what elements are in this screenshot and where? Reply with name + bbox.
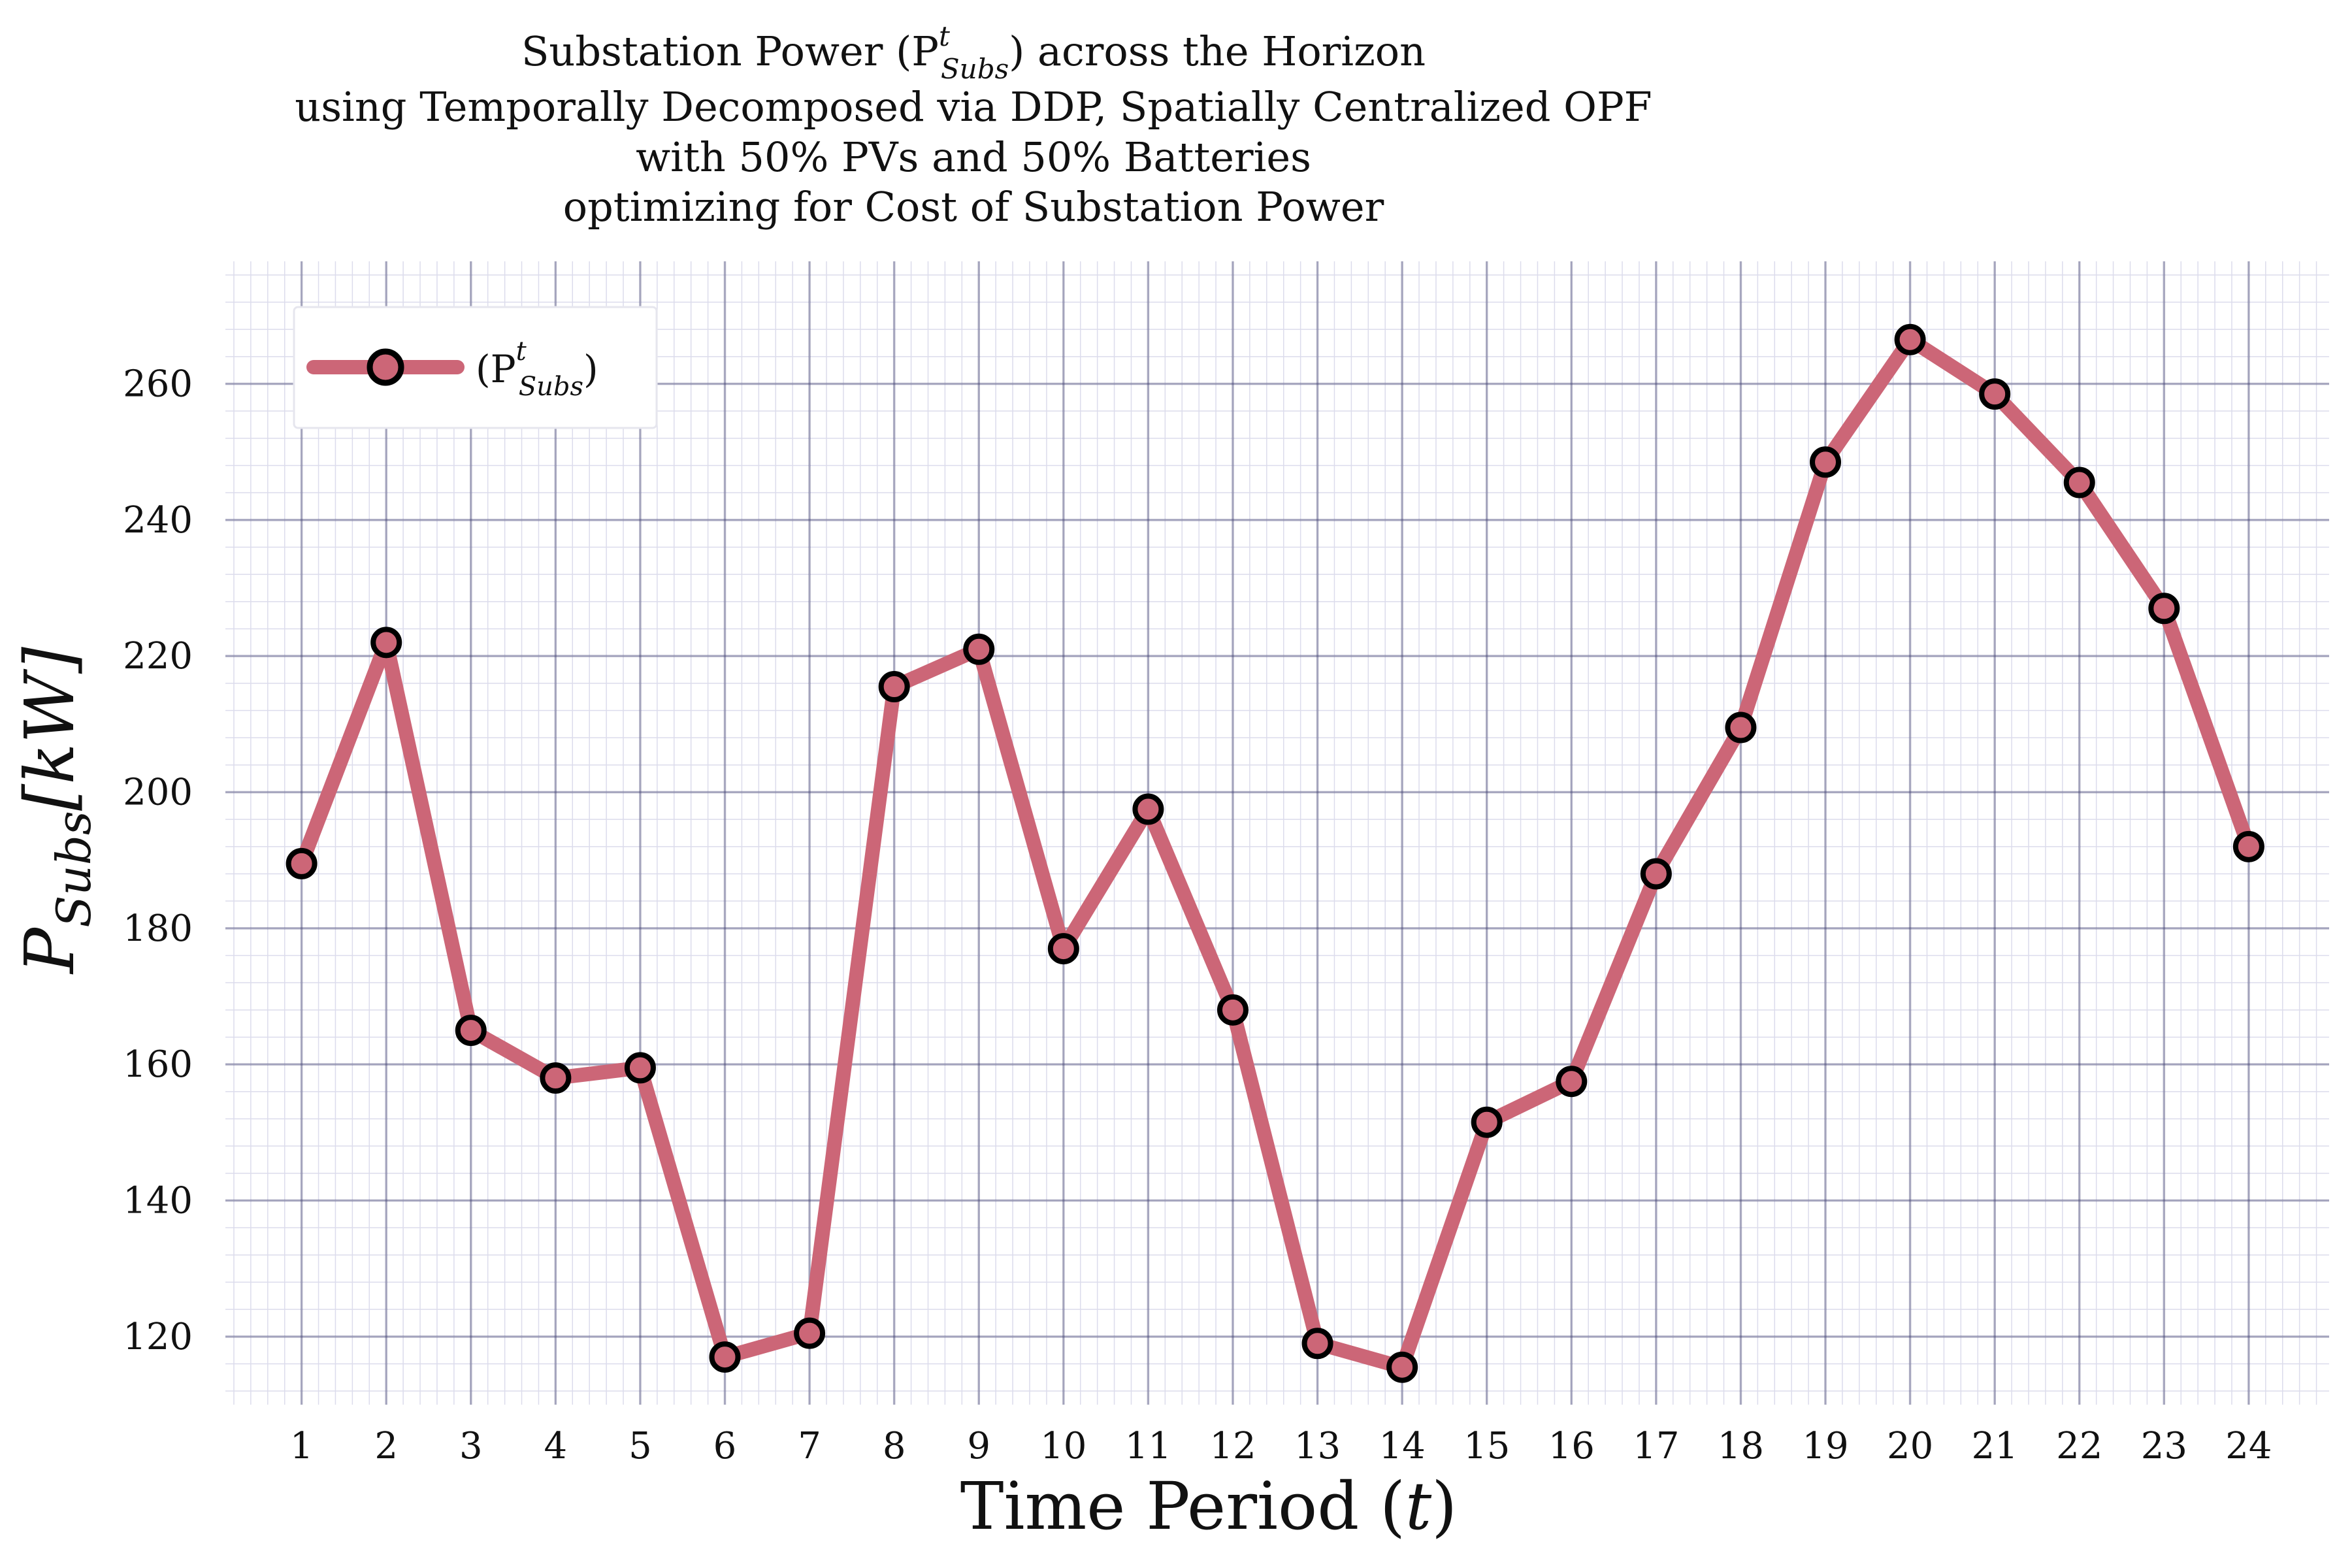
data-point (1640, 858, 1672, 890)
y-tick-label: 260 (123, 363, 193, 406)
data-point (1301, 1328, 1333, 1360)
legend: (Pt Subs) (293, 306, 658, 429)
x-tick-labels: 1 2 3 4 5 6 7 8 9 10 11 12 13 14 15 16 17 18 19 20 21 22 23 24 (290, 1425, 2272, 1467)
data-point (1132, 793, 1164, 825)
title-line-2: using Temporally Decomposed via DDP, Spa… (295, 83, 1652, 131)
x-tick-label: 18 (1718, 1425, 1764, 1467)
x-tick-label: 5 (629, 1425, 652, 1467)
data-point (1725, 711, 1757, 743)
x-tick-label: 15 (1463, 1425, 1510, 1467)
y-tick-label: 200 (123, 772, 193, 814)
title-line-3: with 50% PVs and 50% Batteries (636, 133, 1311, 181)
x-tick-label: 4 (544, 1425, 568, 1467)
data-point (2063, 466, 2095, 498)
data-point (1386, 1351, 1418, 1383)
x-tick-label: 11 (1125, 1425, 1171, 1467)
title-sup: t (939, 20, 950, 52)
data-point (709, 1341, 741, 1373)
x-tick-label: 17 (1633, 1425, 1679, 1467)
series-substation-power (286, 323, 2264, 1383)
data-point (794, 1317, 826, 1349)
y-tick-label: 120 (123, 1316, 193, 1358)
data-point (624, 1052, 656, 1084)
grid-major (225, 261, 2329, 1405)
data-point (286, 847, 318, 879)
x-tick-label: 22 (2056, 1425, 2102, 1467)
series-line (294, 332, 2256, 1375)
grid-minor (225, 261, 2329, 1405)
legend-label: (Pt Subs) (476, 336, 598, 402)
y-tick-label: 180 (123, 907, 193, 950)
data-point (370, 627, 402, 659)
x-tick-label: 3 (459, 1425, 483, 1467)
y-tick-labels: 120 140 160 180 200 220 240 260 (123, 363, 193, 1358)
y-tick-label: 140 (123, 1180, 193, 1222)
x-tick-label: 16 (1548, 1425, 1595, 1467)
x-tick-label: 6 (713, 1425, 737, 1467)
data-point (455, 1015, 487, 1047)
data-point (1979, 378, 2011, 410)
x-tick-label: 2 (374, 1425, 398, 1467)
x-tick-label: 10 (1040, 1425, 1086, 1467)
title-line-4: optimizing for Cost of Substation Power (563, 183, 1384, 231)
x-tick-label: 8 (883, 1425, 906, 1467)
y-axis-label: PSubs[kW] (10, 647, 101, 975)
x-tick-label: 7 (798, 1425, 821, 1467)
chart-title: Substation Power (Pt Subs) across the Hor… (295, 20, 1652, 231)
y-tick-label: 160 (123, 1043, 193, 1086)
x-axis-label: Time Period (t) (960, 1468, 1457, 1544)
data-point (2148, 593, 2180, 625)
x-tick-label: 14 (1379, 1425, 1425, 1467)
x-tick-label: 12 (1209, 1425, 1256, 1467)
legend-box (293, 306, 658, 429)
data-point (540, 1062, 572, 1094)
x-tick-label: 9 (967, 1425, 990, 1467)
legend-marker-swatch (367, 348, 404, 386)
x-tick-label: 1 (290, 1425, 314, 1467)
data-point (1556, 1066, 1588, 1098)
title-line-1: Substation Power (Pt Subs) across the Hor… (521, 20, 1426, 85)
data-point (1810, 446, 1842, 478)
y-tick-label: 240 (123, 499, 193, 542)
data-point (878, 671, 910, 703)
data-point (1894, 323, 1926, 355)
x-tick-label: 20 (1887, 1425, 1933, 1467)
x-tick-label: 21 (1972, 1425, 2018, 1467)
data-point (1471, 1106, 1503, 1138)
title-sub: Subs (941, 53, 1009, 85)
y-tick-label: 220 (123, 635, 193, 678)
x-tick-label: 23 (2141, 1425, 2187, 1467)
x-tick-label: 19 (1802, 1425, 1848, 1467)
data-point (963, 633, 995, 665)
data-point (1047, 933, 1079, 965)
data-point (2232, 830, 2264, 862)
data-point (1217, 994, 1249, 1026)
x-tick-label: 13 (1294, 1425, 1341, 1467)
x-tick-label: 24 (2225, 1425, 2272, 1467)
